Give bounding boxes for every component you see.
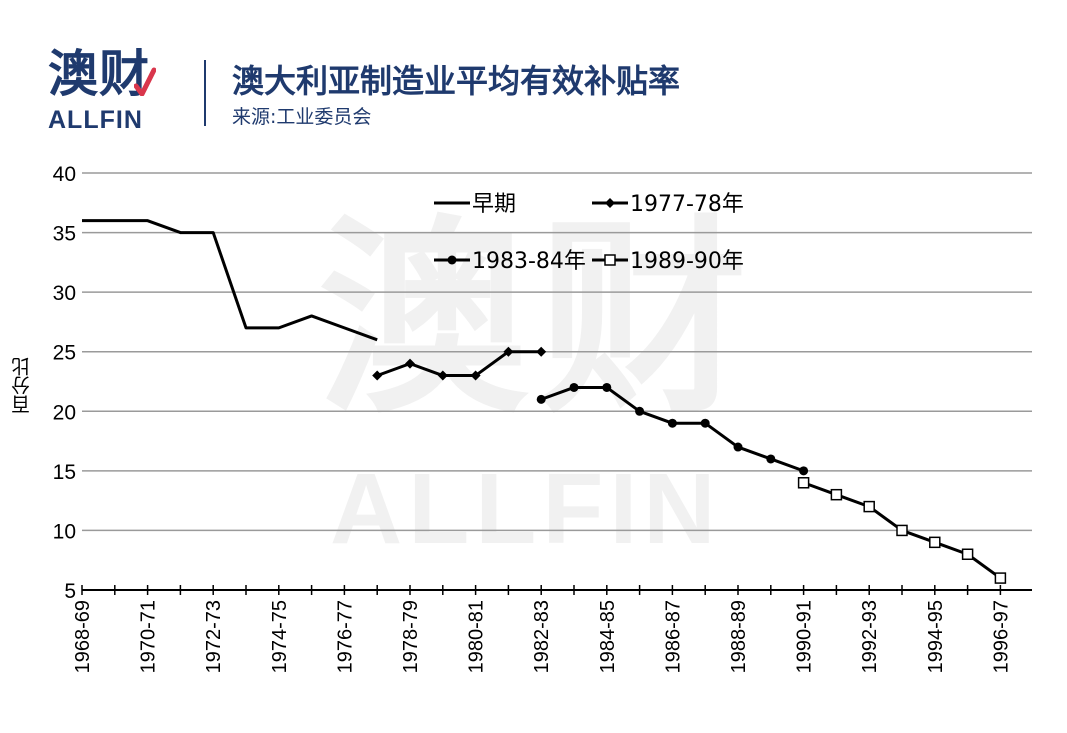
- y-tick-label: 10: [53, 520, 76, 543]
- data-point: [799, 466, 809, 476]
- data-point: [569, 382, 579, 392]
- legend-label: 1983-84年: [472, 249, 586, 274]
- y-tick-label: 35: [53, 223, 76, 246]
- data-point: [602, 382, 612, 392]
- x-tick-label: 1992-93: [859, 600, 881, 673]
- x-tick-label: 1982-83: [531, 600, 553, 673]
- series-line-1: [82, 219, 378, 342]
- data-point: [733, 442, 743, 452]
- x-tick-label: 1990-91: [794, 600, 816, 673]
- y-tick-label: 40: [53, 163, 76, 186]
- brand-name-cn: 澳财: [48, 45, 150, 103]
- watermark-cn: 澳财: [318, 197, 759, 442]
- x-tick-label: 1994-95: [925, 600, 947, 673]
- x-tick-label: 1978-79: [400, 600, 422, 673]
- x-tick-label: 1986-87: [662, 600, 684, 673]
- legend-label: 1989-90年: [630, 249, 744, 274]
- series-line-3: [540, 385, 805, 473]
- x-tick-label: 1970-71: [138, 600, 160, 673]
- data-point: [961, 548, 974, 561]
- data-point: [863, 500, 875, 513]
- legend-label: 早期: [472, 192, 516, 217]
- y-tick-label: 30: [53, 282, 76, 305]
- data-point: [635, 406, 645, 416]
- data-point: [766, 454, 776, 464]
- x-tick-label: 1976-77: [334, 600, 356, 673]
- legend-marker: [604, 254, 616, 266]
- brand-check-icon: [134, 67, 156, 96]
- data-point: [700, 418, 710, 428]
- data-point: [405, 358, 415, 369]
- x-tick-label: 1988-89: [728, 600, 750, 673]
- legend-label: 1977-78年: [630, 192, 744, 217]
- data-point: [437, 370, 448, 381]
- data-point: [830, 488, 843, 501]
- data-point: [896, 524, 908, 537]
- x-tick-label: 1980-81: [466, 600, 488, 673]
- y-tick-label: 15: [53, 461, 76, 484]
- y-tick-label: 5: [64, 580, 76, 603]
- chart-title: 澳大利亚制造业平均有效补贴率: [232, 62, 681, 100]
- legend-marker: [605, 198, 615, 208]
- legend-marker: [447, 255, 457, 265]
- header-divider: [204, 60, 206, 126]
- series-line-2: [376, 350, 542, 378]
- x-tick-label: 1972-73: [203, 600, 225, 673]
- data-point: [797, 477, 810, 489]
- data-point: [372, 370, 383, 381]
- watermark-en: ALLFIN: [330, 453, 722, 565]
- data-point: [536, 394, 546, 404]
- data-point: [929, 536, 941, 549]
- data-point: [470, 370, 481, 381]
- x-tick-label: 1968-69: [72, 600, 94, 673]
- brand-logo: 澳财 ALLFIN: [48, 44, 178, 134]
- data-point: [536, 346, 547, 357]
- data-point: [667, 418, 677, 428]
- y-tick-label: 20: [53, 401, 76, 424]
- x-tick-label: 1984-85: [597, 600, 619, 673]
- x-tick-label: 1974-75: [269, 600, 291, 673]
- x-tick-label: 1996-97: [990, 600, 1012, 673]
- brand-name-en: ALLFIN: [48, 106, 143, 134]
- y-tick-label: 25: [53, 342, 76, 365]
- data-point: [994, 572, 1007, 584]
- chart-source: 来源:工业委员会: [232, 106, 372, 128]
- data-point: [503, 346, 514, 357]
